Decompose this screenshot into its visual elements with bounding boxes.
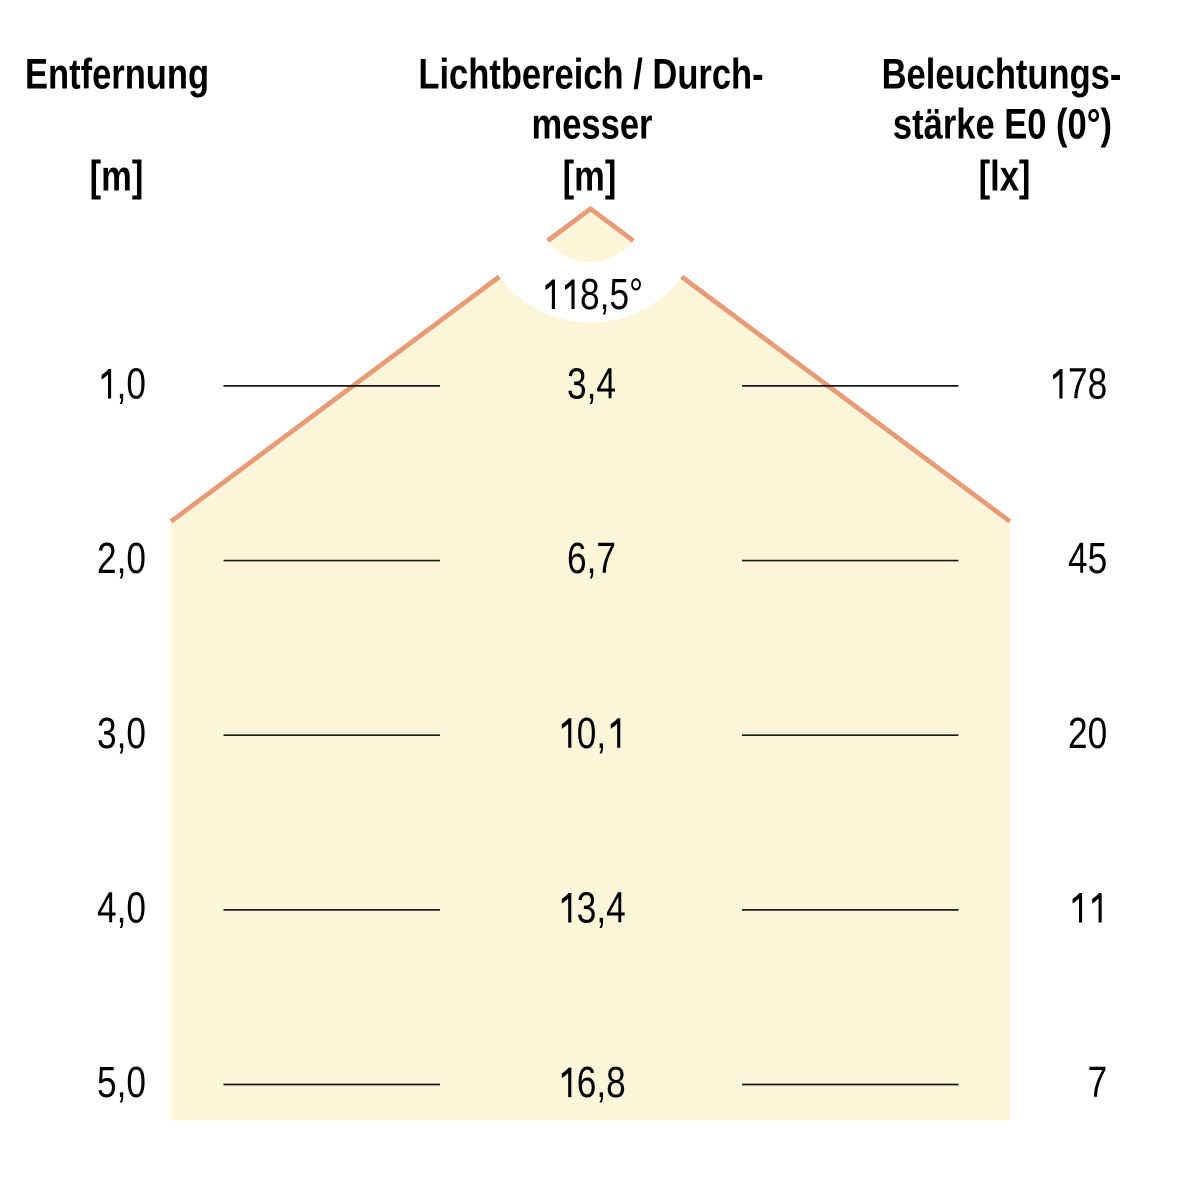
svg-text:,: , bbox=[596, 1058, 606, 1107]
svg-text:2,0: 2,0 bbox=[97, 535, 146, 584]
svg-text:,: , bbox=[596, 709, 606, 758]
svg-text:Beleuchtungs-: Beleuchtungs- bbox=[882, 51, 1122, 98]
svg-text:7: 7 bbox=[1088, 1058, 1108, 1107]
svg-text:4,0: 4,0 bbox=[97, 884, 146, 933]
svg-text:3,4: 3,4 bbox=[567, 360, 616, 409]
svg-text:messer: messer bbox=[532, 101, 653, 148]
svg-text:Entfernung: Entfernung bbox=[25, 51, 209, 98]
svg-text:20: 20 bbox=[1068, 709, 1107, 758]
svg-text:8: 8 bbox=[580, 270, 600, 319]
svg-text:°: ° bbox=[629, 270, 643, 319]
svg-text:7: 7 bbox=[1068, 360, 1088, 409]
svg-text:[lx]: [lx] bbox=[979, 153, 1031, 200]
svg-text:8: 8 bbox=[1088, 360, 1108, 409]
svg-text:45: 45 bbox=[1068, 535, 1107, 584]
svg-text:5,0: 5,0 bbox=[97, 1058, 146, 1107]
svg-text:[m]: [m] bbox=[90, 153, 144, 200]
svg-text:6,7: 6,7 bbox=[567, 535, 616, 584]
svg-text:,: , bbox=[596, 884, 606, 933]
svg-text:3,0: 3,0 bbox=[97, 709, 146, 758]
svg-text:[m]: [m] bbox=[563, 153, 617, 200]
svg-text:6: 6 bbox=[577, 1058, 597, 1107]
svg-text:8: 8 bbox=[606, 1058, 626, 1107]
svg-text:0: 0 bbox=[126, 360, 146, 409]
svg-text:stärke E0 (0°): stärke E0 (0°) bbox=[893, 101, 1112, 148]
svg-text:5: 5 bbox=[609, 270, 629, 319]
svg-text:3: 3 bbox=[577, 884, 597, 933]
svg-text:,: , bbox=[600, 270, 610, 319]
svg-text:Lichtbereich / Durch-: Lichtbereich / Durch- bbox=[418, 51, 763, 98]
svg-text:,: , bbox=[117, 360, 127, 409]
svg-text:4: 4 bbox=[606, 884, 626, 933]
svg-text:0: 0 bbox=[577, 709, 597, 758]
